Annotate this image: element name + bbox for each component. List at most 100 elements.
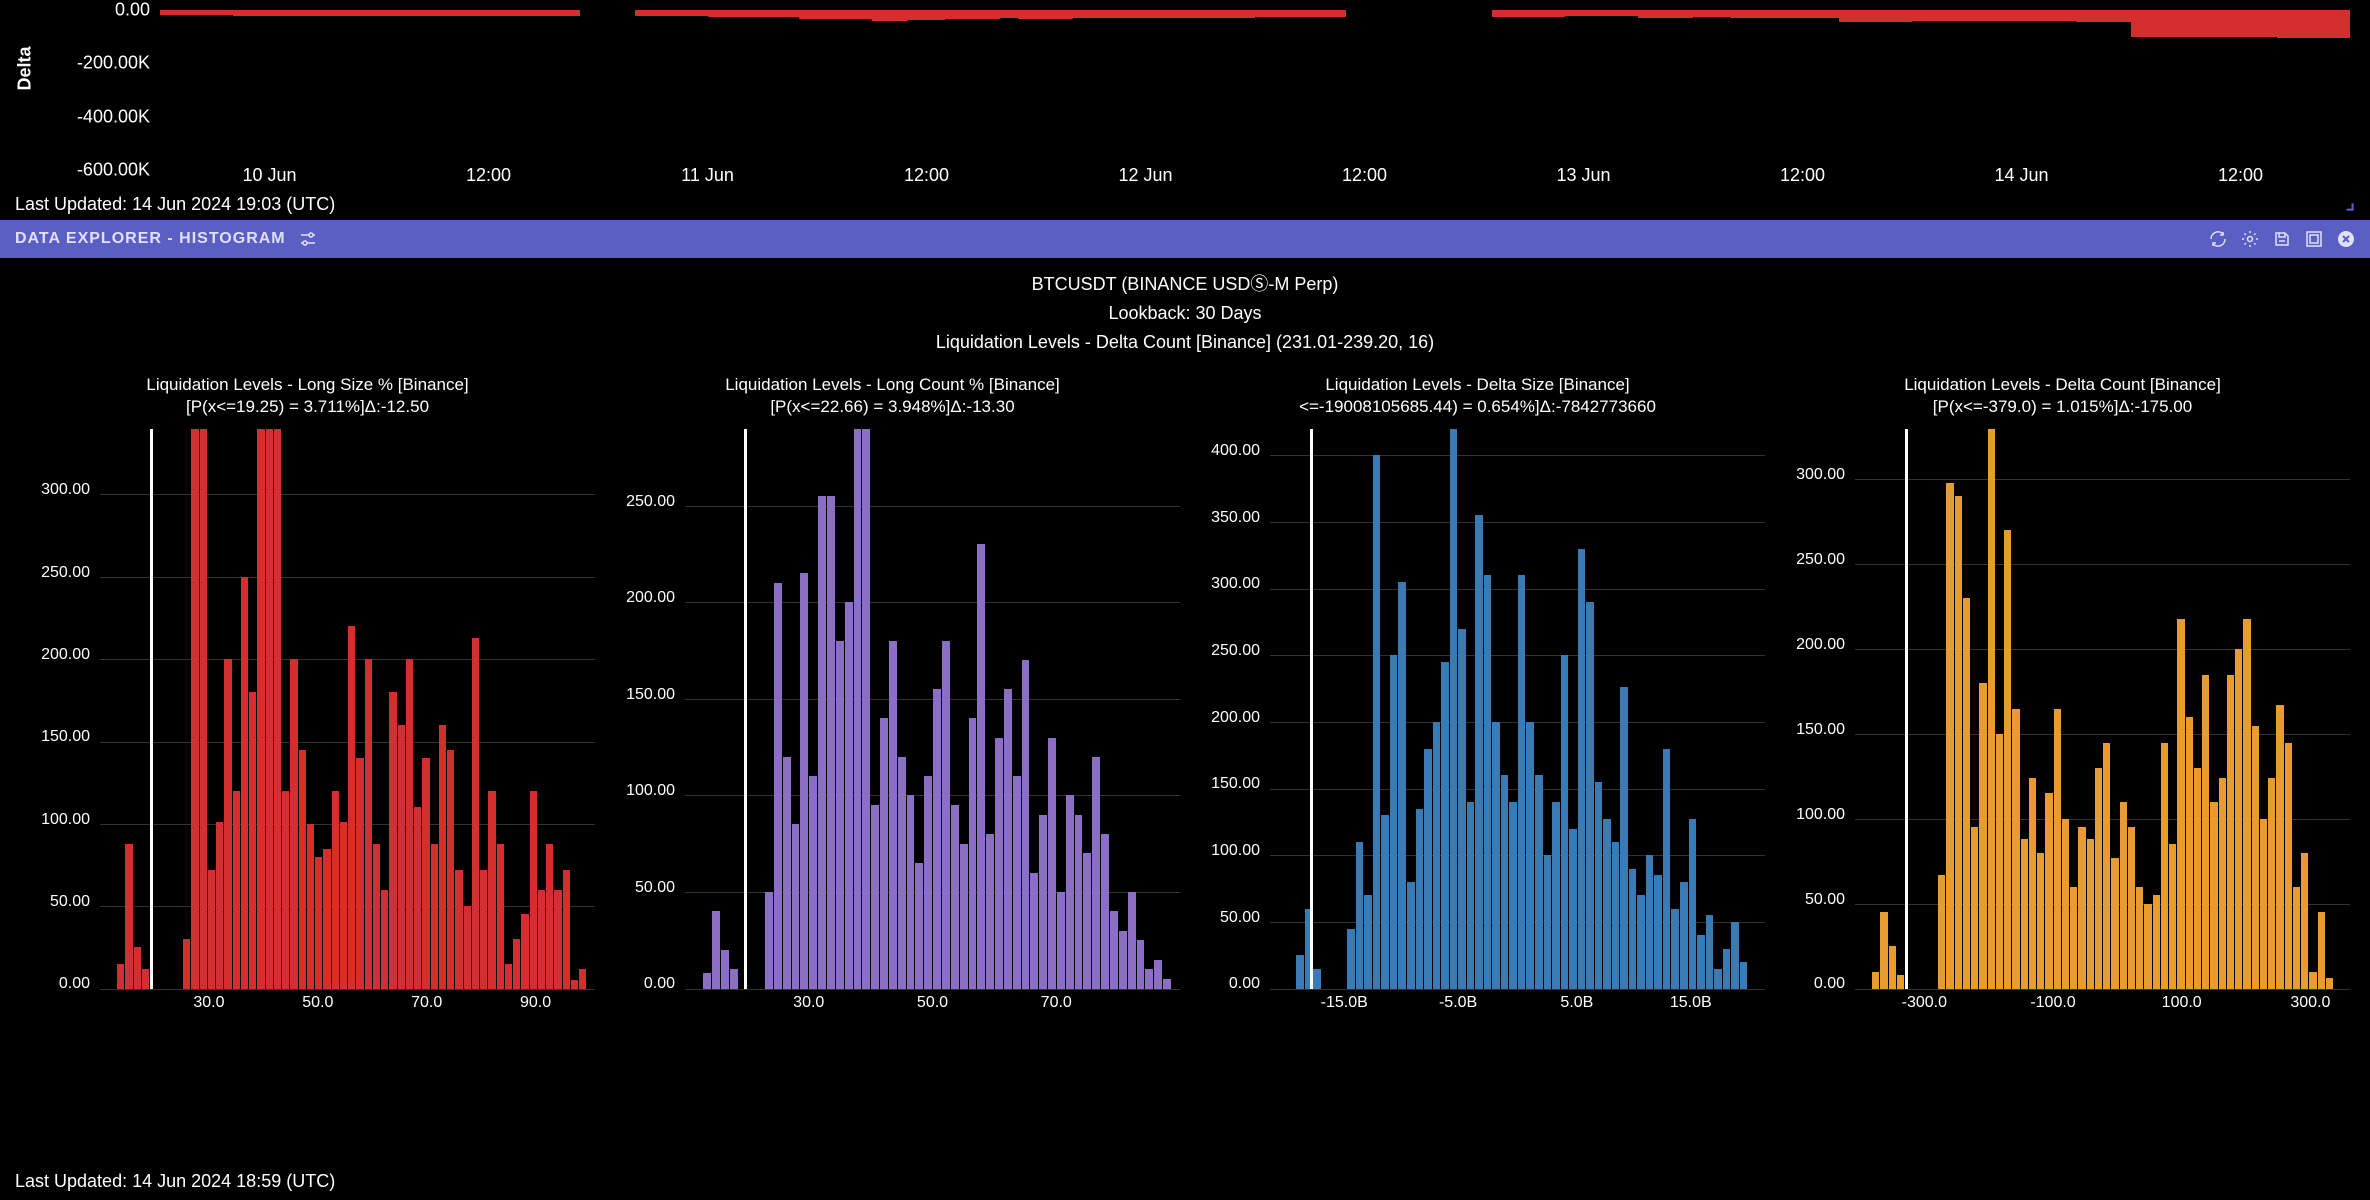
hist-y-tick: 250.00 (41, 564, 90, 582)
hist-x-tick: 100.0 (2162, 994, 2202, 1012)
hist-bar (513, 939, 520, 988)
hist-y-tick: 150.00 (41, 728, 90, 746)
top-bar (1164, 10, 1182, 18)
hist-bar (1373, 455, 1381, 988)
hist-bar (1603, 819, 1611, 988)
hist-bar (505, 964, 512, 989)
refresh-icon[interactable] (2209, 230, 2227, 248)
top-bar (562, 10, 580, 16)
hist-bar (200, 429, 207, 989)
top-bar (525, 10, 543, 16)
top-bar (452, 10, 470, 16)
top-bar (489, 10, 507, 16)
hist-bar (348, 626, 355, 988)
hist-y-tick: 150.00 (1211, 775, 1260, 793)
hist-bar (1595, 782, 1603, 989)
top-bar (543, 10, 561, 16)
panel-toolbar (2209, 230, 2355, 248)
hist-bar (2070, 887, 2077, 989)
save-icon[interactable] (2273, 230, 2291, 248)
grid-line (1855, 989, 2350, 990)
top-bar (1310, 10, 1328, 17)
top-bar (854, 10, 872, 19)
hist-bar (554, 890, 561, 989)
close-icon[interactable] (2337, 230, 2355, 248)
hist-bar (1889, 946, 1896, 988)
top-bar (288, 10, 306, 16)
hist-x-tick: -5.0B (1439, 994, 1477, 1012)
hist-bar (1501, 775, 1509, 988)
hist-bar (1689, 819, 1697, 988)
hist-bar (2029, 778, 2036, 988)
hist-bar (2260, 819, 2267, 989)
hist-bar (2219, 778, 2226, 988)
hist-bar (783, 757, 791, 989)
top-bar (397, 10, 415, 16)
hist-y-tick: 50.00 (635, 879, 675, 897)
top-bar (963, 10, 981, 19)
hist-y-axis: 0.0050.00100.00150.00200.00250.00300.00 (20, 424, 100, 984)
top-bar (1638, 10, 1656, 18)
hist-chart-area: 30.050.070.0 (685, 429, 1180, 989)
hist-bar (464, 906, 471, 988)
hist-bar (2293, 887, 2300, 989)
hist-bars (1855, 429, 2350, 989)
top-bar (1511, 10, 1529, 17)
top-bar (2095, 10, 2113, 22)
hist-bar (2120, 802, 2127, 989)
hist-bar (2111, 858, 2118, 989)
hist-bar (730, 969, 738, 988)
hist-bar (307, 824, 314, 989)
hist-bar (1381, 815, 1389, 988)
gear-icon[interactable] (2241, 230, 2259, 248)
hist-y-tick: 100.00 (1211, 842, 1260, 860)
hist-bar (800, 573, 808, 988)
top-bar (1967, 10, 1985, 21)
top-bar (2295, 10, 2313, 38)
hist-bar (854, 429, 862, 989)
hist-bar (1723, 949, 1731, 989)
hist-bar (1629, 869, 1637, 989)
top-bar (1018, 10, 1036, 19)
hist-bar (1552, 802, 1560, 989)
hist-x-tick: 70.0 (1041, 994, 1072, 1012)
hist-bar (1390, 655, 1398, 988)
hist-bar (721, 950, 729, 989)
hist-x-tick: -100.0 (2030, 994, 2075, 1012)
hist-bar (1663, 749, 1671, 989)
top-bar (689, 10, 707, 16)
hist-bar (521, 914, 528, 988)
hist-y-tick: 100.00 (41, 811, 90, 829)
hist-bars (1270, 429, 1765, 989)
top-bar (233, 10, 251, 16)
histogram-title: Liquidation Levels - Delta Size [Binance… (1190, 374, 1765, 418)
top-bar (2131, 10, 2149, 37)
hist-bar (340, 822, 347, 988)
hist-bar (1637, 895, 1645, 988)
top-x-tick: 12 Jun (1118, 165, 1172, 186)
hist-bar (1880, 912, 1887, 988)
hist-bar (1313, 969, 1321, 989)
hist-bar (332, 791, 339, 989)
top-bar (890, 10, 908, 21)
hist-bar (1938, 875, 1945, 989)
top-bar (1109, 10, 1127, 18)
hist-x-axis: -15.0B-5.0B5.0B15.0B (1270, 994, 1765, 1014)
hist-bar (2194, 768, 2201, 989)
top-bar (2149, 10, 2167, 37)
hist-x-tick: 15.0B (1670, 994, 1712, 1012)
symbol-label: BTCUSDT (BINANCE USDⓈ-M Perp) (0, 270, 2370, 299)
hist-x-tick: 90.0 (520, 994, 551, 1012)
hist-bar (1561, 655, 1569, 988)
hist-bar (809, 776, 817, 988)
maximize-icon[interactable] (2305, 230, 2323, 248)
top-bar (817, 10, 835, 19)
resize-corner-icon[interactable]: ⌟ (2346, 190, 2355, 215)
hist-bar (2210, 802, 2217, 989)
top-bar (945, 10, 963, 19)
top-y-tick: 0.00 (115, 0, 150, 21)
settings-sliders-icon[interactable] (298, 229, 318, 249)
hist-x-tick: 300.0 (2290, 994, 2330, 1012)
hist-bar (1492, 722, 1500, 989)
top-y-tick: -400.00K (77, 106, 150, 127)
